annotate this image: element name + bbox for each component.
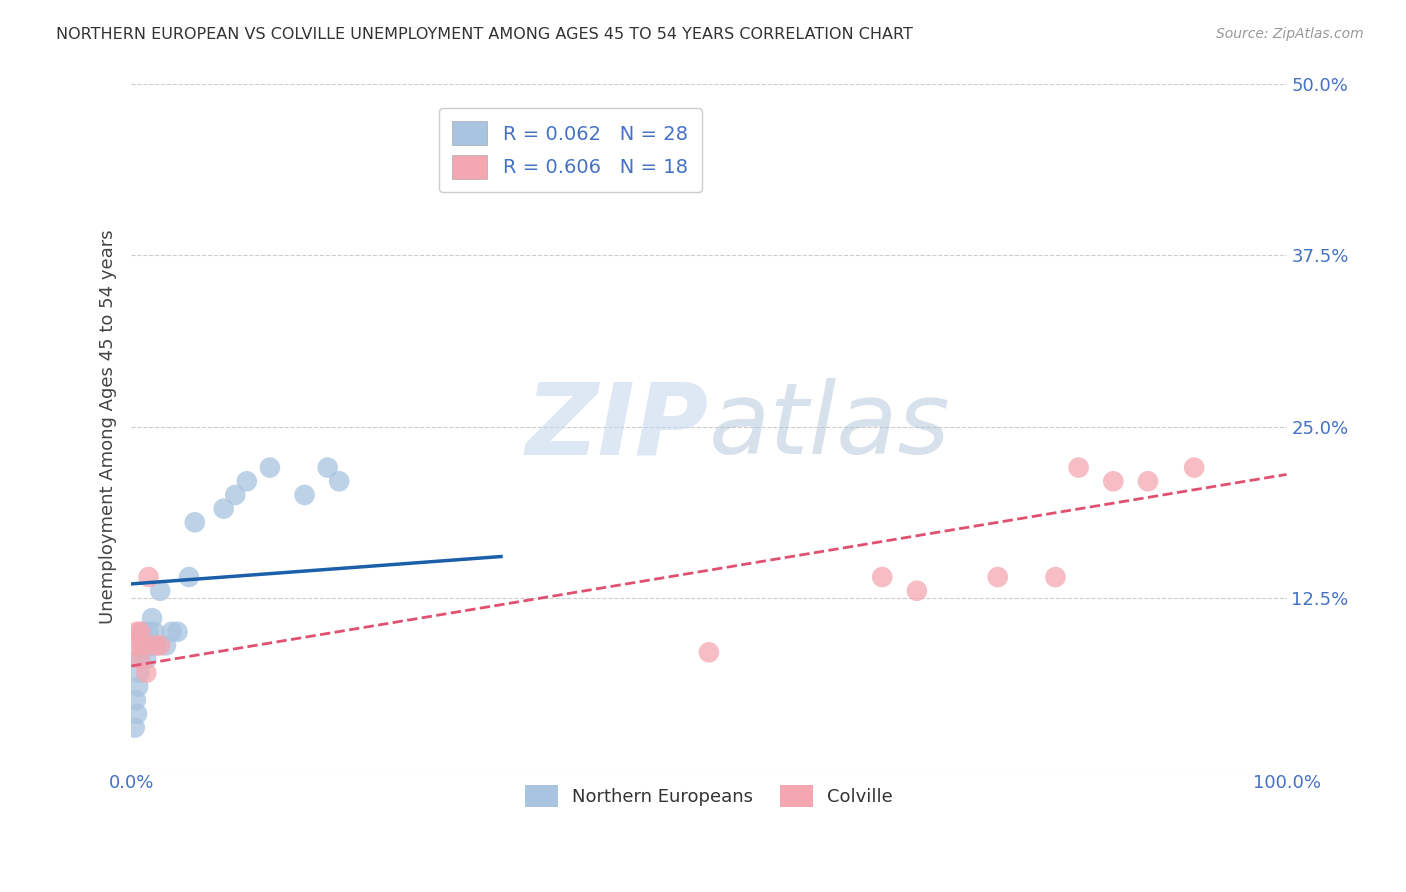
Point (316, 460, 339, 475)
Point (697, 645, 720, 659)
Point (328, 475, 350, 489)
Text: atlas: atlas (709, 378, 950, 475)
Point (1067, 460, 1090, 475)
Point (128, 665, 150, 680)
Point (135, 652, 157, 666)
Text: ZIP: ZIP (526, 378, 709, 475)
Point (132, 639, 155, 653)
Point (135, 665, 157, 680)
Point (132, 624, 155, 639)
Point (138, 624, 160, 639)
Point (212, 501, 235, 516)
Point (1182, 460, 1205, 475)
Text: Source: ZipAtlas.com: Source: ZipAtlas.com (1216, 27, 1364, 41)
Point (166, 624, 188, 639)
Y-axis label: Unemployment Among Ages 45 to 54 years: Unemployment Among Ages 45 to 54 years (100, 229, 117, 624)
Point (259, 460, 281, 475)
Point (1136, 475, 1159, 489)
Point (224, 488, 246, 502)
Text: NORTHERN EUROPEAN VS COLVILLE UNEMPLOYMENT AMONG AGES 45 TO 54 YEARS CORRELATION: NORTHERN EUROPEAN VS COLVILLE UNEMPLOYME… (56, 27, 912, 42)
Point (138, 570, 160, 584)
Point (294, 488, 316, 502)
Point (128, 652, 150, 666)
Point (1102, 475, 1125, 489)
Point (155, 639, 177, 653)
Point (236, 475, 259, 489)
Point (124, 639, 146, 653)
Point (184, 516, 207, 530)
Point (138, 639, 160, 653)
Point (124, 721, 146, 735)
Point (141, 611, 163, 625)
Legend: Northern Europeans, Colville: Northern Europeans, Colville (517, 778, 900, 814)
Point (905, 583, 928, 598)
Point (125, 624, 148, 639)
Point (127, 680, 149, 694)
Point (129, 652, 152, 666)
Point (1045, 570, 1067, 584)
Point (129, 624, 152, 639)
Point (177, 570, 200, 584)
Point (143, 624, 166, 639)
Point (125, 706, 148, 721)
Point (160, 624, 183, 639)
Point (145, 639, 167, 653)
Point (987, 570, 1010, 584)
Point (143, 639, 166, 653)
Point (131, 639, 153, 653)
Point (870, 570, 893, 584)
Point (125, 693, 148, 707)
Point (134, 639, 156, 653)
Point (149, 583, 172, 598)
Point (149, 639, 172, 653)
